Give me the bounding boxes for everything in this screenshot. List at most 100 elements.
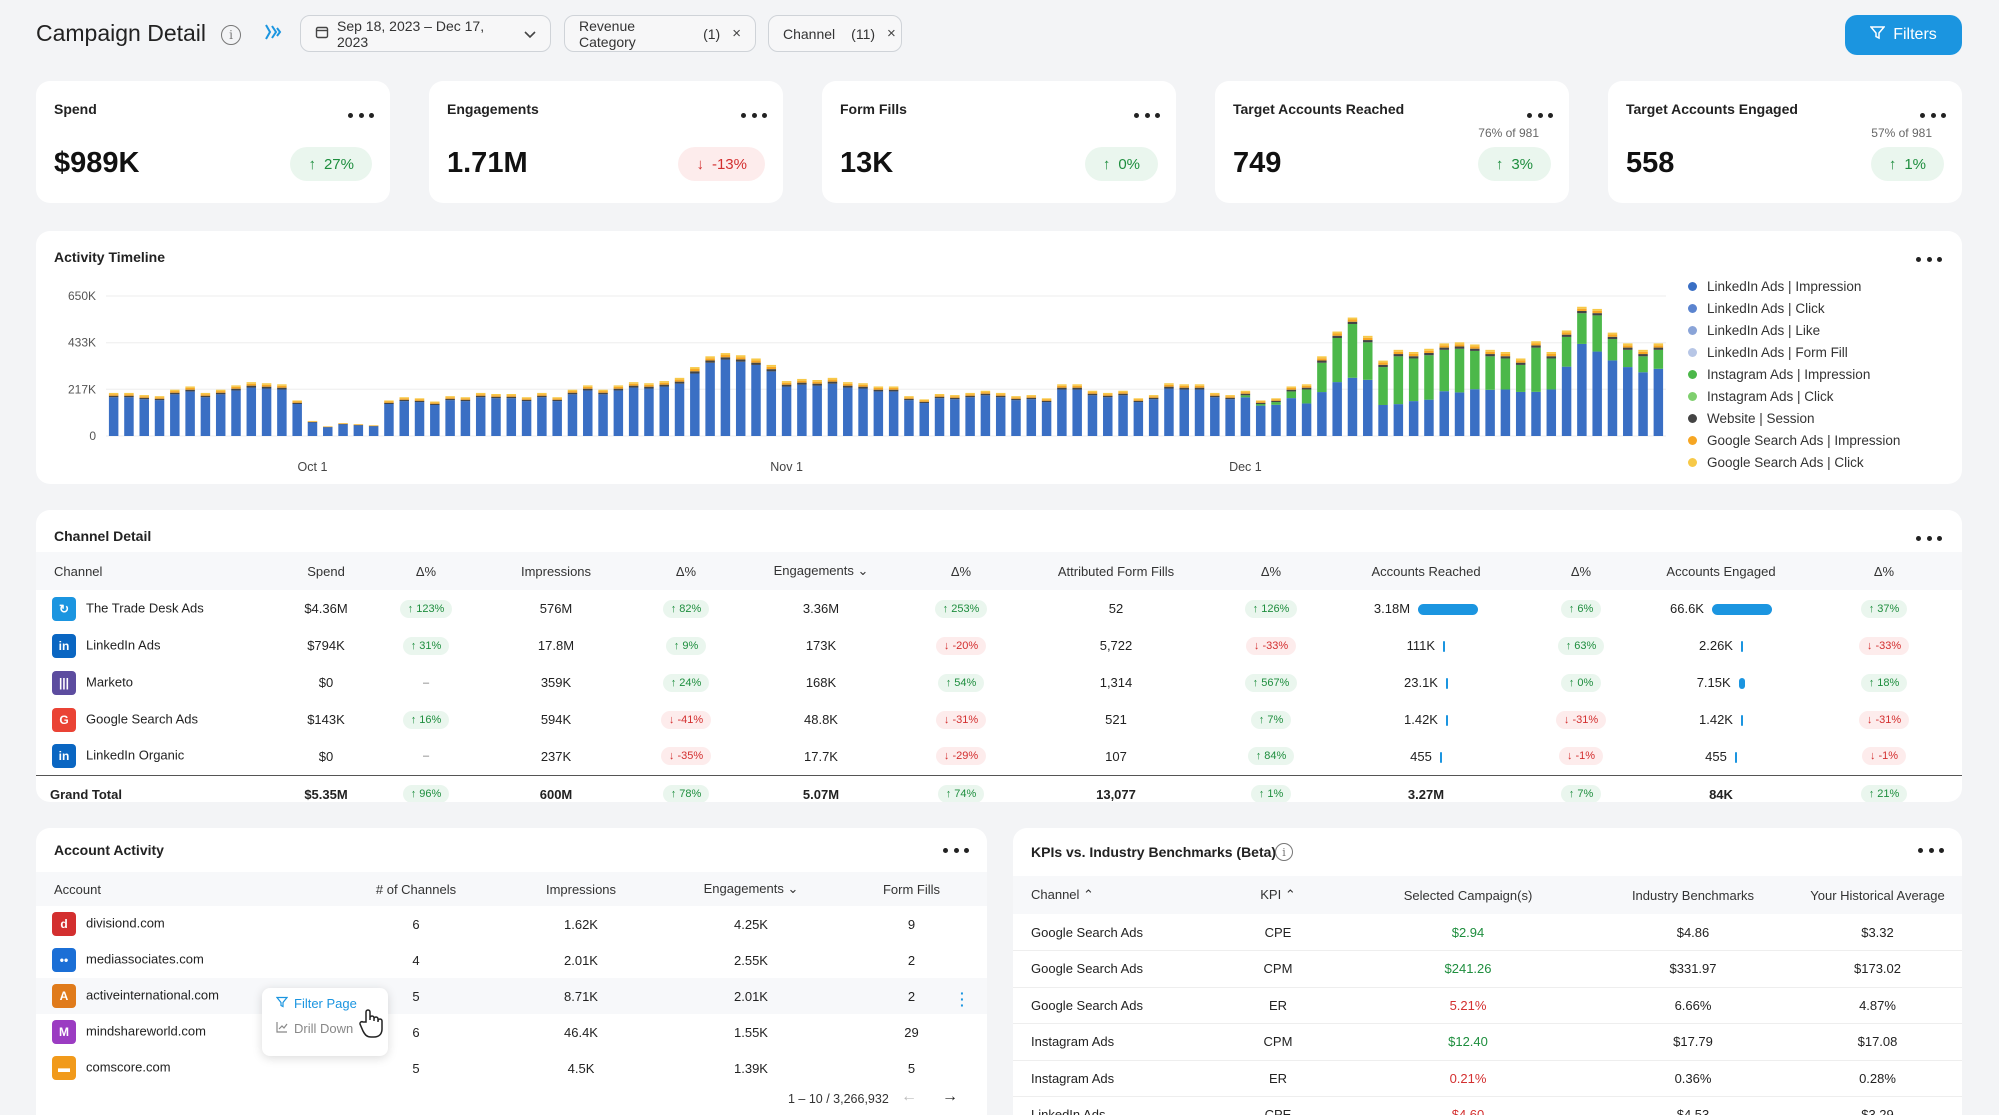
filters-button[interactable]: Filters: [1845, 15, 1962, 55]
timeline-bar[interactable]: [980, 390, 991, 436]
prev-page-arrow-icon[interactable]: ←: [901, 1088, 917, 1105]
timeline-bar[interactable]: [1592, 308, 1602, 436]
timeline-bar[interactable]: [766, 364, 777, 436]
table-row[interactable]: in LinkedIn Ads $794K ↑ 31% 17.8M ↑ 9% 173K ↓ -…: [36, 627, 1962, 664]
timeline-bar[interactable]: [1164, 383, 1174, 436]
timeline-bar[interactable]: [797, 378, 807, 436]
timeline-bar[interactable]: [1653, 343, 1664, 436]
timeline-bar[interactable]: [583, 385, 593, 436]
timeline-bar[interactable]: [475, 392, 486, 436]
timeline-bar[interactable]: [873, 386, 884, 436]
timeline-bar[interactable]: [506, 394, 517, 436]
timeline-bar[interactable]: [567, 389, 578, 436]
timeline-bar[interactable]: [1531, 341, 1541, 436]
timeline-bar[interactable]: [781, 381, 792, 436]
timeline-bar[interactable]: [812, 380, 822, 436]
timeline-bar[interactable]: [368, 425, 379, 436]
more-options-icon[interactable]: [1920, 107, 1946, 123]
legend-item[interactable]: LinkedIn Ads | Like: [1688, 319, 1900, 341]
timeline-bar[interactable]: [995, 392, 1006, 436]
timeline-bar[interactable]: [674, 377, 685, 436]
column-header[interactable]: Δ%: [675, 563, 697, 579]
timeline-bar[interactable]: [108, 392, 119, 436]
timeline-bar[interactable]: [1424, 348, 1434, 436]
timeline-bar[interactable]: [1271, 398, 1281, 436]
timeline-bar[interactable]: [338, 423, 348, 436]
table-row[interactable]: Instagram Ads CPM $12.40 $17.79 $17.08: [1013, 1024, 1962, 1060]
timeline-bar[interactable]: [613, 385, 624, 436]
legend-item[interactable]: LinkedIn Ads | Impression: [1688, 275, 1900, 297]
timeline-bar[interactable]: [1393, 349, 1404, 436]
table-row[interactable]: Google Search Ads CPM $241.26 $331.97 $173.0…: [1013, 951, 1962, 987]
timeline-bar[interactable]: [1363, 335, 1373, 436]
table-row[interactable]: LinkedIn Ads CPE $4.60 $4.53 $3.29: [1013, 1097, 1962, 1115]
timeline-bar[interactable]: [154, 396, 165, 436]
sparkle-icon[interactable]: [262, 22, 282, 42]
more-options-icon[interactable]: [1134, 107, 1160, 123]
timeline-bar[interactable]: [323, 426, 333, 436]
timeline-bar[interactable]: [735, 355, 746, 436]
timeline-bar[interactable]: [950, 395, 960, 436]
filter-page-option[interactable]: Filter Page: [275, 996, 374, 1011]
more-options-icon[interactable]: [1527, 107, 1553, 123]
timeline-bar[interactable]: [843, 382, 853, 436]
timeline-bar[interactable]: [277, 384, 287, 436]
timeline-bar[interactable]: [1485, 349, 1495, 436]
timeline-bar[interactable]: [246, 382, 257, 436]
timeline-bar[interactable]: [1454, 342, 1465, 436]
column-header[interactable]: Selected Campaign(s): [1403, 887, 1533, 903]
timeline-bar[interactable]: [1577, 306, 1587, 436]
timeline-bar[interactable]: [384, 400, 394, 436]
column-header[interactable]: Your Historical Average: [1810, 887, 1945, 903]
legend-item[interactable]: LinkedIn Ads | Form Fill: [1688, 341, 1900, 363]
timeline-bar[interactable]: [1546, 352, 1557, 436]
date-range-picker[interactable]: Sep 18, 2023 – Dec 17, 2023: [300, 15, 551, 52]
table-row[interactable]: G Google Search Ads $143K ↑ 16% 594K ↓ -41% 48…: [36, 701, 1962, 738]
legend-item[interactable]: Instagram Ads | Click: [1688, 385, 1900, 407]
legend-item[interactable]: Website | Session: [1688, 407, 1900, 429]
column-header[interactable]: Spend: [307, 563, 345, 579]
timeline-bar[interactable]: [1011, 396, 1021, 436]
close-icon[interactable]: ×: [732, 25, 741, 42]
timeline-bar[interactable]: [1347, 317, 1358, 436]
column-header[interactable]: Industry Benchmarks: [1631, 887, 1755, 903]
column-header[interactable]: Channel: [54, 563, 103, 579]
timeline-bar[interactable]: [1378, 360, 1388, 436]
table-row[interactable]: ||| Marketo $0 – 359K ↑ 24% 168K ↑ 54% 1,314 ↑ 56…: [36, 664, 1962, 701]
timeline-bar[interactable]: [659, 381, 669, 436]
timeline-bar[interactable]: [460, 397, 471, 436]
column-header[interactable]: Engagements ⌄: [703, 881, 799, 896]
column-header[interactable]: Attributed Form Fills: [1057, 563, 1175, 579]
table-row[interactable]: •• mediassociates.com 4 2.01K 2.55K 2: [36, 942, 987, 978]
info-icon[interactable]: i: [221, 25, 241, 45]
timeline-bar[interactable]: [200, 392, 211, 436]
legend-item[interactable]: Google Search Ads | Click: [1688, 451, 1900, 473]
timeline-bar[interactable]: [598, 389, 608, 436]
column-header[interactable]: Impressions: [520, 563, 592, 579]
timeline-bar[interactable]: [1210, 392, 1220, 436]
timeline-bar[interactable]: [1638, 349, 1648, 436]
timeline-bar[interactable]: [888, 386, 899, 436]
timeline-bar[interactable]: [1301, 384, 1312, 436]
timeline-bar[interactable]: [414, 398, 425, 436]
timeline-bar[interactable]: [1286, 386, 1297, 436]
timeline-bar[interactable]: [185, 386, 195, 436]
timeline-bar[interactable]: [720, 353, 731, 436]
next-page-arrow-icon[interactable]: →: [942, 1088, 958, 1105]
timeline-bar[interactable]: [965, 392, 975, 436]
timeline-bar[interactable]: [628, 382, 639, 436]
timeline-bar[interactable]: [690, 367, 700, 436]
timeline-bar[interactable]: [1194, 384, 1205, 436]
timeline-bar[interactable]: [552, 397, 562, 436]
timeline-bar[interactable]: [1118, 390, 1128, 436]
timeline-bar[interactable]: [904, 396, 914, 436]
more-options-icon[interactable]: [1916, 530, 1942, 546]
timeline-bar[interactable]: [170, 389, 180, 436]
timeline-bar[interactable]: [261, 383, 272, 436]
table-row[interactable]: d divisiond.com 6 1.62K 4.25K 9: [36, 906, 987, 942]
column-header[interactable]: Account: [54, 881, 101, 897]
more-options-icon[interactable]: [741, 107, 767, 123]
timeline-bar[interactable]: [215, 389, 226, 436]
timeline-bar[interactable]: [491, 394, 501, 436]
